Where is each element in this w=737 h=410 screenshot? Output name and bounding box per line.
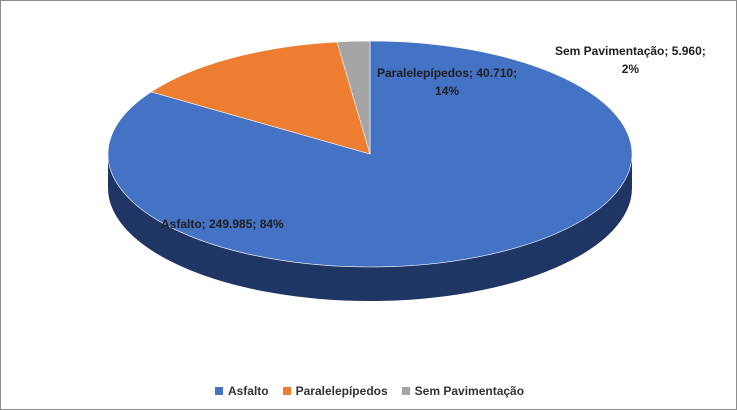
legend-item-asfalto: Asfalto	[214, 384, 269, 398]
data-label-sem-pavimentacao: Sem Pavimentação; 5.960; 2%	[555, 44, 706, 76]
legend-label: Sem Pavimentação	[414, 384, 525, 398]
pie-slice-sem-pavimentacao	[336, 40, 371, 155]
legend-label: Paralelepípedos	[295, 384, 388, 398]
data-label-asfalto: Asfalto; 249.985; 84%	[161, 217, 284, 231]
pie-chart	[107, 40, 633, 301]
legend-swatch-paralelepipedos	[282, 387, 291, 395]
legend-label: Asfalto	[227, 384, 269, 398]
legend-swatch-sem-pavimentacao	[401, 387, 410, 395]
legend-swatch-asfalto	[214, 387, 223, 395]
pie-side-asfalto	[108, 154, 632, 301]
legend-item-paralelepipedos: Paralelepípedos	[282, 384, 388, 398]
legend-item-sem-pavimentacao: Sem Pavimentação	[401, 384, 525, 398]
pie-slice-paralelepipedos	[150, 41, 371, 155]
legend: Asfalto Paralelepípedos Sem Pavimentação	[1, 384, 737, 398]
data-label-paralelepipedos: Paralelepípedos; 40.710; 14%	[377, 66, 518, 98]
